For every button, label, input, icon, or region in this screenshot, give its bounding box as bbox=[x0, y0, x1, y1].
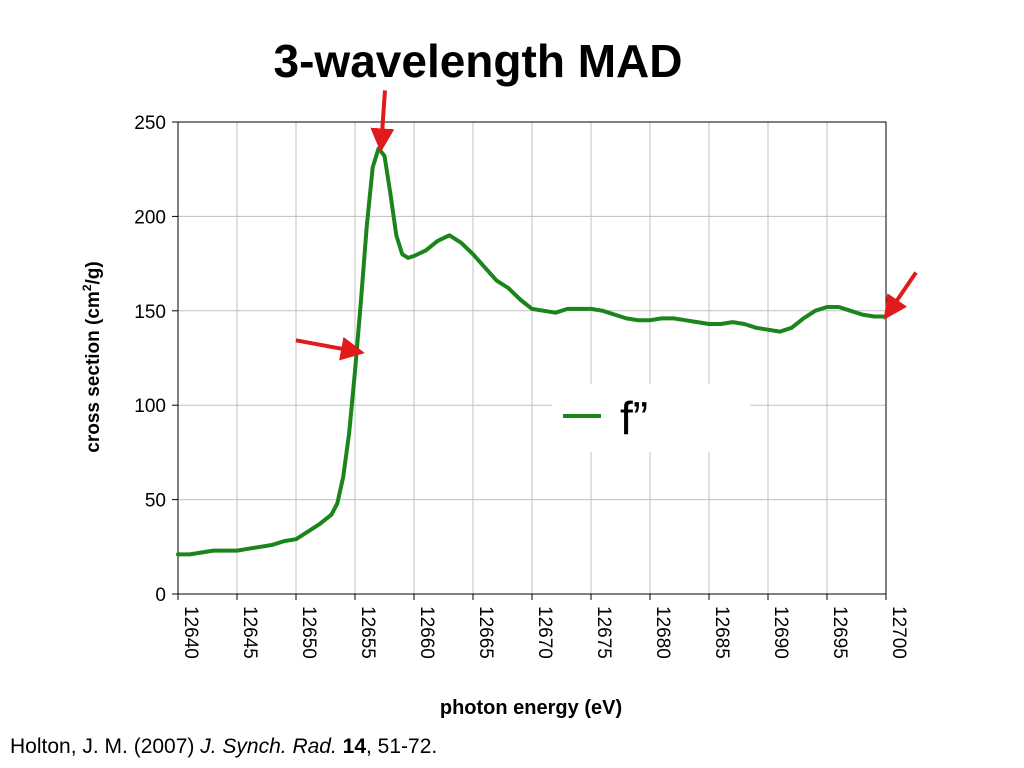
axis-ticks: 12640 12645 12650 12655 12660 12665 12670 12675… bbox=[134, 113, 909, 659]
x-tick-label: 12695 bbox=[829, 606, 850, 659]
y-tick-label: 250 bbox=[134, 113, 166, 134]
legend-label: f” bbox=[620, 392, 648, 444]
x-tick-label: 12655 bbox=[357, 606, 378, 659]
y-axis-label-end: /g) bbox=[83, 261, 104, 284]
x-tick-label: 12650 bbox=[298, 606, 319, 659]
x-tick-label: 12690 bbox=[770, 606, 791, 659]
y-axis-label: cross section (cm2/g) bbox=[80, 261, 104, 452]
x-tick-label: 12670 bbox=[534, 606, 555, 659]
x-tick-label: 12665 bbox=[475, 606, 496, 659]
x-tick-label: 12680 bbox=[652, 606, 673, 659]
y-tick-label: 200 bbox=[134, 207, 166, 228]
citation-authors: Holton, J. M. (2007) bbox=[10, 735, 195, 758]
x-tick-label: 12640 bbox=[180, 606, 201, 659]
y-tick-label: 50 bbox=[145, 491, 166, 512]
x-tick-label: 12700 bbox=[888, 606, 909, 659]
x-axis-label: photon energy (eV) bbox=[440, 697, 622, 719]
y-tick-label: 0 bbox=[155, 585, 166, 606]
y-axis-label-main: cross section (cm bbox=[83, 291, 104, 453]
y-tick-label: 150 bbox=[134, 302, 166, 323]
x-tick-label: 12675 bbox=[593, 606, 614, 659]
arrow-inflection bbox=[295, 336, 365, 361]
arrow-peak bbox=[370, 90, 395, 153]
grid bbox=[177, 121, 887, 595]
x-tick-label: 12645 bbox=[239, 606, 260, 659]
page-title: 3-wavelength MAD bbox=[273, 35, 683, 87]
series-line-f-double-prime bbox=[176, 146, 888, 557]
y-tick-label: 100 bbox=[134, 396, 166, 417]
arrows bbox=[295, 90, 918, 361]
y-axis-label-sup: 2 bbox=[80, 284, 94, 291]
citation: Holton, J. M. (2007) J. Synch. Rad. 14, … bbox=[10, 735, 437, 759]
arrow-remote bbox=[883, 271, 918, 320]
x-tick-label: 12685 bbox=[711, 606, 732, 659]
citation-pages: , 51-72. bbox=[366, 735, 438, 758]
citation-journal: J. Synch. Rad. bbox=[200, 735, 337, 758]
citation-volume: 14 bbox=[342, 735, 367, 758]
x-tick-label: 12660 bbox=[416, 606, 437, 659]
legend: f” bbox=[552, 384, 750, 452]
